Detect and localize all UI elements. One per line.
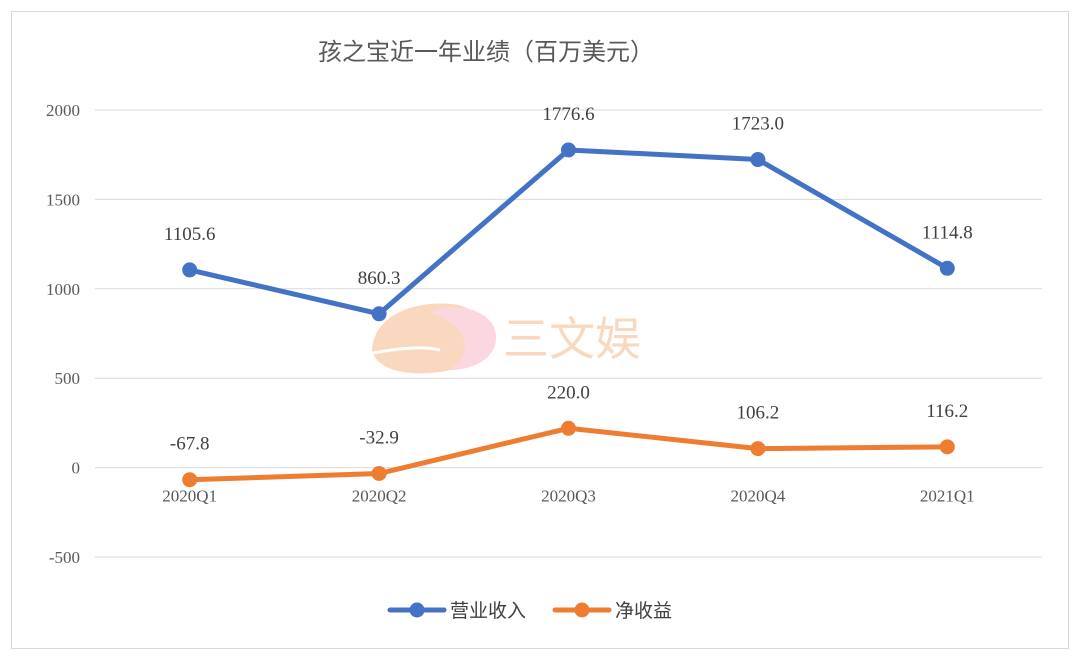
data-point [182, 262, 198, 278]
watermark-logo: 三文娱 [364, 303, 641, 374]
data-label: 1114.8 [922, 222, 973, 243]
data-labels: 1105.6 860.3 1776.6 1723.0 1114.8 -67.8 -32.9 2… [164, 104, 973, 455]
data-point [750, 441, 766, 457]
data-label: 116.2 [926, 401, 968, 422]
data-point [561, 420, 576, 436]
legend-label: 净收益 [615, 600, 672, 622]
x-tick-label: 2020Q1 [162, 487, 217, 506]
x-tick-label: 2020Q2 [352, 487, 407, 506]
x-tick-label: 2020Q4 [731, 487, 786, 506]
x-tick-label: 2021Q1 [920, 487, 975, 506]
data-point [939, 260, 955, 276]
data-label: -67.8 [170, 434, 210, 455]
data-label: 1723.0 [732, 114, 784, 135]
y-tick-label: 1000 [46, 280, 80, 299]
legend-swatch-marker [574, 602, 590, 618]
data-point [371, 306, 387, 322]
legend-label: 营业收入 [450, 600, 526, 622]
data-point [371, 465, 387, 481]
x-tick-label: 2020Q3 [541, 487, 596, 506]
data-label: 106.2 [737, 403, 780, 424]
series-layer [182, 142, 955, 488]
data-label: 1776.6 [542, 104, 594, 125]
y-axis: 2000 1500 1000 500 0 -500 [46, 101, 80, 567]
data-label: 220.0 [547, 382, 590, 403]
chart-title: 孩之宝近一年业绩（百万美元） [318, 39, 654, 66]
y-tick-label: -500 [49, 548, 80, 567]
data-label: 860.3 [358, 268, 401, 289]
data-point [939, 439, 955, 455]
y-tick-label: 0 [72, 459, 81, 478]
data-label: 1105.6 [164, 224, 216, 245]
watermark-text: 三文娱 [503, 312, 641, 366]
legend-swatch-marker [409, 602, 425, 618]
x-axis: 2020Q1 2020Q2 2020Q3 2020Q4 2021Q1 [162, 487, 974, 506]
data-point [182, 472, 198, 488]
data-point [750, 152, 766, 168]
series-line-1 [187, 425, 950, 483]
y-tick-label: 500 [55, 369, 81, 388]
legend: 营业收入 净收益 [387, 600, 672, 622]
chart-frame [11, 11, 1069, 649]
gridlines [95, 109, 1042, 558]
y-tick-label: 2000 [46, 101, 80, 120]
data-point [561, 142, 576, 158]
y-tick-label: 1500 [46, 190, 80, 209]
data-label: -32.9 [359, 427, 399, 448]
